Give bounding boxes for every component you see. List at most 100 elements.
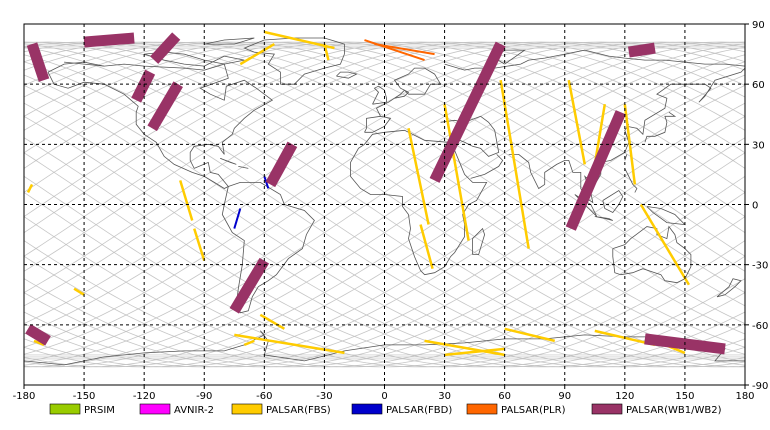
swath-palsar-fbs bbox=[234, 333, 345, 355]
x-tick-label: -90 bbox=[196, 391, 212, 402]
x-tick-label: 180 bbox=[735, 391, 754, 402]
swath-palsar-wb bbox=[565, 110, 626, 231]
swath-palsar-fbs bbox=[193, 228, 206, 262]
x-tick-label: -150 bbox=[73, 391, 96, 402]
legend-swatch bbox=[231, 403, 263, 415]
legend-label: PRSIM bbox=[84, 405, 115, 416]
swath-palsar-fbs bbox=[323, 43, 330, 61]
coastline bbox=[375, 67, 442, 117]
swath-palsar-fbs bbox=[264, 30, 335, 50]
x-tick-label: -30 bbox=[316, 391, 332, 402]
swath-palsar-fbs bbox=[593, 104, 607, 165]
y-tick-label: -60 bbox=[752, 321, 768, 332]
swath-palsar-fbs bbox=[623, 104, 637, 185]
orbit-track bbox=[23, 61, 746, 368]
coastline bbox=[243, 37, 345, 85]
coastline bbox=[716, 278, 742, 298]
swath-palsar-fbs bbox=[179, 180, 194, 221]
coastline bbox=[47, 61, 274, 189]
swath-palsar-fbs bbox=[567, 79, 587, 165]
coastline bbox=[624, 168, 638, 193]
swath-palsar-fbs bbox=[499, 79, 530, 249]
x-tick-label: -60 bbox=[256, 391, 272, 402]
legend-swatch bbox=[466, 403, 498, 415]
swath-palsar-wb bbox=[229, 257, 270, 314]
x-tick-label: 150 bbox=[675, 391, 694, 402]
x-tick-label: -120 bbox=[133, 391, 156, 402]
swath-palsar-wb bbox=[265, 141, 298, 188]
graticule bbox=[24, 24, 745, 385]
orbit-track bbox=[23, 61, 746, 368]
swath-palsar-wb bbox=[131, 69, 156, 103]
swath-palsar-wb bbox=[83, 32, 135, 48]
y-tick-label: -90 bbox=[752, 381, 768, 392]
observation-swaths bbox=[25, 30, 726, 357]
swath-palsar-wb bbox=[147, 81, 183, 132]
coastline bbox=[602, 189, 624, 214]
coastline bbox=[350, 129, 488, 276]
swath-palsar-fbs bbox=[33, 339, 45, 347]
x-tick-label: 90 bbox=[558, 391, 571, 402]
swath-palsar-fbs bbox=[259, 313, 285, 330]
swath-palsar-fbs bbox=[424, 339, 505, 357]
swath-palsar-fbs bbox=[73, 287, 85, 296]
x-tick-label: 120 bbox=[615, 391, 634, 402]
x-axis-ticks: -180 -150 -120 -90 -60 -30 0 30 60 90 120 150 180 bbox=[13, 385, 755, 402]
swath-palsar-fbs bbox=[443, 104, 470, 241]
y-tick-label: -30 bbox=[752, 261, 768, 272]
coastline bbox=[612, 225, 692, 284]
swath-palsar-fbs bbox=[407, 128, 430, 225]
y-tick-label: 30 bbox=[752, 140, 765, 151]
swath-palsar-fbs bbox=[419, 224, 434, 270]
legend-label: AVNIR-2 bbox=[174, 405, 214, 416]
coastline bbox=[508, 67, 746, 204]
swath-palsar-fbd bbox=[263, 176, 270, 189]
legend-label: PALSAR(FBD) bbox=[386, 405, 452, 416]
swath-palsar-plr bbox=[364, 39, 425, 62]
coastline bbox=[624, 154, 628, 161]
swath-palsar-wb bbox=[628, 42, 656, 58]
swath-palsar-wb bbox=[429, 41, 506, 183]
coastlines bbox=[23, 37, 746, 366]
swath-palsar-wb bbox=[150, 32, 181, 64]
coastline bbox=[372, 85, 387, 105]
swath-palsar-fbs bbox=[444, 347, 505, 357]
coastline bbox=[594, 216, 613, 221]
legend-label: PALSAR(FBS) bbox=[266, 405, 331, 416]
swath-palsar-fbs bbox=[639, 203, 690, 286]
y-axis-ticks: 90 60 30 0 -30 -60 -90 bbox=[745, 20, 768, 392]
coastline bbox=[238, 166, 249, 169]
swath-palsar-wb bbox=[26, 42, 50, 82]
coastline bbox=[220, 158, 237, 165]
coastline bbox=[64, 61, 105, 67]
legend-label: PALSAR(PLR) bbox=[501, 405, 566, 416]
y-tick-label: 0 bbox=[752, 201, 758, 212]
coastline bbox=[364, 115, 392, 133]
coastline bbox=[221, 181, 315, 314]
x-tick-label: 60 bbox=[498, 391, 511, 402]
orbit-track bbox=[23, 74, 746, 368]
legend-swatch bbox=[591, 403, 623, 415]
swath-palsar-fbs bbox=[504, 327, 556, 343]
coastline bbox=[204, 37, 255, 45]
swath-palsar-fbs bbox=[239, 42, 275, 66]
coastline bbox=[472, 227, 486, 256]
y-tick-label: 60 bbox=[752, 80, 765, 91]
coastline bbox=[470, 154, 504, 179]
swath-palsar-wb bbox=[25, 324, 51, 346]
legend-label: PALSAR(WB1/WB2) bbox=[626, 405, 722, 416]
x-tick-label: 30 bbox=[438, 391, 451, 402]
legend: PRSIM AVNIR-2 PALSAR(FBS) PALSAR(FBD) PALSAR… bbox=[49, 403, 722, 416]
swath-palsar-fbd bbox=[233, 208, 242, 229]
swath-palsar-fbs bbox=[243, 339, 255, 347]
orbit-track bbox=[23, 74, 746, 368]
legend-swatch bbox=[351, 403, 383, 415]
x-tick-label: 0 bbox=[381, 391, 387, 402]
x-tick-label: -180 bbox=[13, 391, 36, 402]
legend-swatch bbox=[49, 403, 81, 415]
coastline bbox=[644, 111, 677, 143]
legend-swatch bbox=[139, 403, 171, 415]
coastline bbox=[336, 71, 358, 79]
y-tick-label: 90 bbox=[752, 20, 765, 31]
